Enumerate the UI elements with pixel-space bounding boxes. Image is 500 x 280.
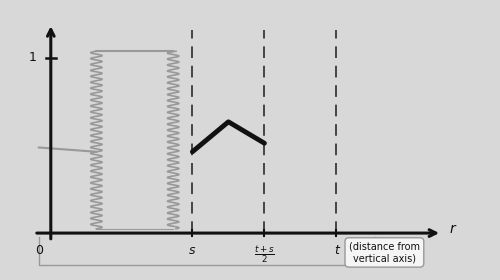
Text: (distance from
vertical axis): (distance from vertical axis) xyxy=(349,242,420,263)
Text: $\frac{t+s}{2}$: $\frac{t+s}{2}$ xyxy=(254,244,275,265)
Text: s: s xyxy=(189,244,196,257)
Text: r: r xyxy=(449,222,455,236)
Text: t: t xyxy=(334,244,339,257)
Text: 0: 0 xyxy=(35,244,43,257)
Text: 1: 1 xyxy=(28,51,36,64)
